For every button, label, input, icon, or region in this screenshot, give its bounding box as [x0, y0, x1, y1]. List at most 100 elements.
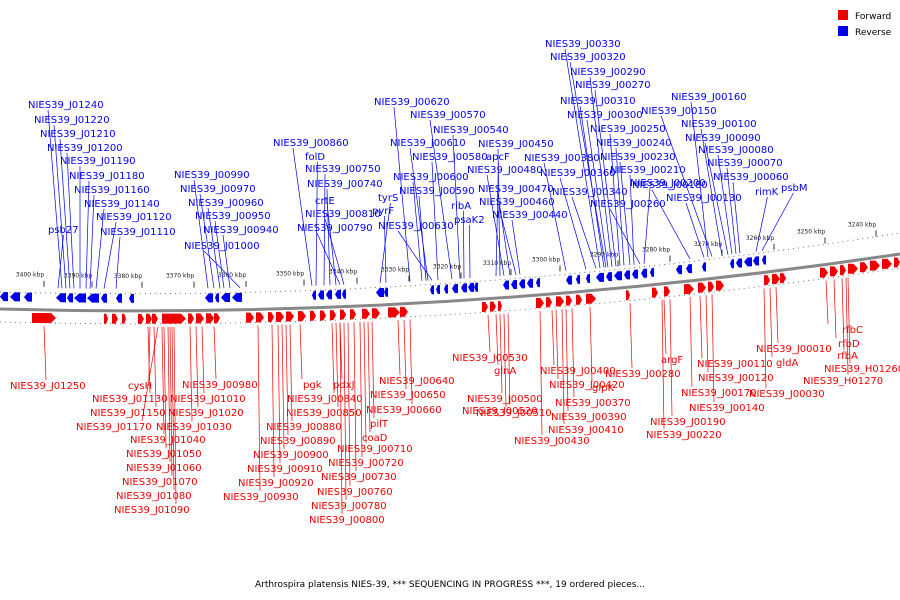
reverse-leader-line — [486, 174, 505, 276]
forward-gene-arrow — [576, 294, 582, 305]
reverse-gene-arrow — [87, 293, 99, 303]
reverse-gene-label: NIES39_J00630 — [378, 221, 454, 232]
forward-leader-line — [343, 322, 347, 501]
forward-leader-line — [277, 324, 281, 464]
forward-leader-line — [711, 294, 715, 403]
forward-gene-label: NIES39_J00520 — [462, 406, 538, 417]
forward-leader-line — [705, 295, 709, 373]
forward-gene-arrow — [490, 301, 496, 312]
forward-gene-arrow — [32, 312, 56, 323]
forward-leader-line — [367, 321, 371, 433]
reverse-gene-arrow — [101, 293, 107, 303]
forward-gene-label: NIES39_J00220 — [646, 430, 722, 441]
forward-leader-line — [169, 326, 173, 477]
reverse-gene-label: NIES39_J00950 — [195, 211, 271, 222]
figure-caption: Arthrospira platensis NIES-39, *** SEQUE… — [255, 580, 645, 590]
forward-leader-line — [285, 324, 289, 436]
reverse-gene-arrow — [232, 292, 242, 302]
forward-gene-arrow — [122, 313, 126, 324]
forward-leader-line — [299, 324, 303, 380]
reverse-gene-label: NIES39_J00230 — [600, 152, 676, 163]
reverse-gene-label: NIES39_J01200 — [47, 143, 123, 154]
reverse-gene-label: NIES39_J00180 — [632, 180, 708, 191]
forward-gene-arrow — [104, 313, 108, 324]
scale-tick-label: 3310 kbp — [483, 260, 511, 267]
reverse-gene-label: NIES39_J01240 — [28, 100, 104, 111]
forward-gene-arrow — [894, 257, 900, 268]
scale-tick-label: 3270 kbp — [694, 241, 722, 248]
forward-gene-label: gldA — [776, 358, 798, 369]
forward-leader-line — [289, 324, 293, 422]
reverse-leader-line — [207, 207, 221, 289]
forward-gene-arrow — [340, 309, 346, 320]
reverse-gene-arrow — [702, 262, 706, 272]
reverse-gene-label: NIES39_J00570 — [410, 110, 486, 121]
reverse-gene-label: NIES39_J00330 — [545, 39, 621, 50]
forward-leader-line — [487, 314, 491, 353]
reverse-gene-arrow — [221, 293, 230, 303]
legend-reverse-swatch — [838, 26, 848, 36]
reverse-gene-label: NIES39_J00450 — [478, 139, 554, 150]
forward-gene-arrow — [162, 313, 186, 324]
reverse-gene-label: NIES39_J00590 — [399, 186, 475, 197]
forward-gene-arrow — [206, 313, 214, 324]
forward-gene-arrow — [482, 301, 488, 312]
forward-gene-arrow — [848, 263, 858, 274]
forward-gene-arrow — [246, 312, 254, 323]
scale-tick-label: 3380 kbp — [114, 273, 142, 280]
forward-gene-label: NIES39_J00370 — [555, 398, 631, 409]
reverse-gene-label: NIES39_J00130 — [666, 193, 742, 204]
reverse-leader-line — [732, 181, 741, 254]
forward-gene-label: NIES39_J01150 — [90, 408, 166, 419]
forward-gene-arrow — [350, 309, 356, 320]
forward-gene-label: pgk — [303, 380, 322, 391]
reverse-leader-line — [579, 105, 605, 268]
forward-gene-label: NIES39_J00840 — [287, 394, 363, 405]
forward-leader-line — [339, 322, 343, 515]
forward-gene-label: pilT — [370, 419, 389, 430]
forward-leader-line — [669, 299, 673, 417]
reverse-gene-label: NIES39_J00080 — [698, 145, 774, 156]
forward-leader-line — [409, 319, 413, 405]
reverse-gene-arrow — [753, 256, 759, 266]
forward-gene-arrow — [152, 313, 158, 324]
forward-gene-label: glpK — [592, 383, 614, 394]
forward-gene-label: rfbD — [838, 339, 860, 350]
reverse-gene-arrow — [614, 271, 622, 281]
reverse-leader-line — [690, 101, 709, 258]
forward-leader-line — [141, 326, 159, 422]
forward-gene-label: NIES39_J00710 — [337, 444, 413, 455]
forward-leader-line — [195, 326, 199, 408]
reverse-gene-label: NIES39_J00740 — [307, 179, 383, 190]
forward-leader-line — [629, 303, 633, 369]
forward-leader-line — [403, 319, 407, 390]
forward-gene-label: NIES39_J00880 — [266, 422, 342, 433]
forward-leader-line — [335, 322, 339, 408]
forward-leader-line — [663, 299, 667, 355]
forward-gene-arrow — [536, 297, 544, 308]
reverse-genes — [0, 255, 766, 303]
forward-gene-label: NIES39_J00400 — [540, 366, 616, 377]
reverse-gene-label: tyrS — [378, 193, 398, 204]
reverse-leader-line — [115, 236, 121, 289]
forward-gene-label: NIES39_J00420 — [549, 380, 625, 391]
reverse-gene-label: NIES39_J00340 — [552, 187, 628, 198]
forward-leader-line — [495, 314, 499, 366]
forward-gene-label: NIES39_J01130 — [92, 394, 168, 405]
reverse-leader-line — [193, 179, 209, 289]
forward-gene-arrow — [780, 273, 786, 284]
forward-gene-arrow — [320, 310, 326, 321]
reverse-leader-line — [324, 218, 345, 285]
forward-gene-label: NIES39_J00110 — [697, 359, 773, 370]
forward-leader-line — [173, 326, 177, 505]
reverse-gene-arrow — [468, 282, 474, 292]
forward-gene-label: NIES39_J01080 — [116, 491, 192, 502]
forward-gene-arrow — [138, 313, 144, 324]
scale-tick-label: 3350 kbp — [276, 271, 304, 278]
forward-leader-line — [363, 321, 367, 444]
reverse-gene-label: NIES39_J00940 — [203, 225, 279, 236]
reverse-gene-arrow — [586, 273, 590, 283]
forward-leader-line — [763, 288, 767, 389]
reverse-leader-line — [497, 193, 511, 276]
